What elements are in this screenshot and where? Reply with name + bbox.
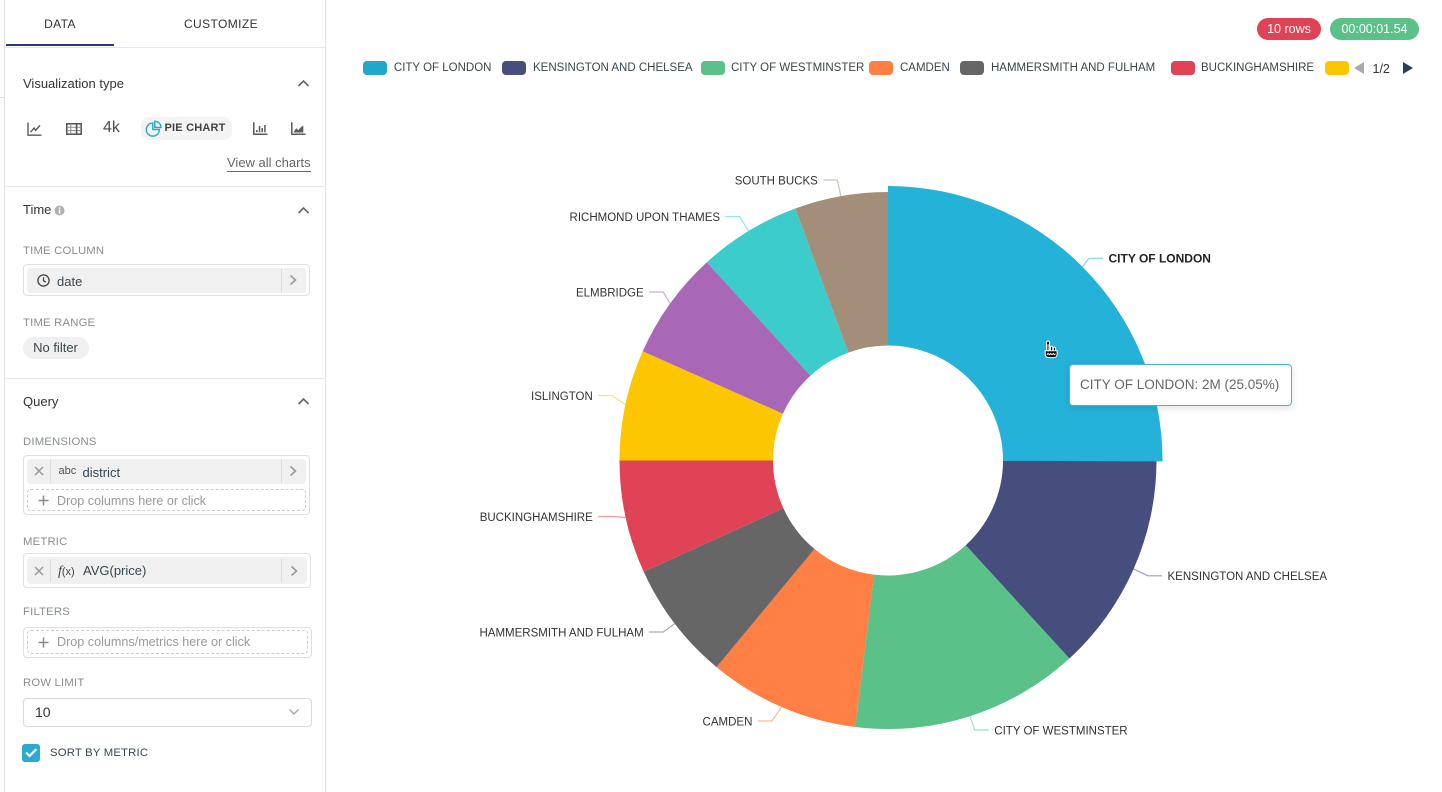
svg-text:CITY OF WESTMINSTER: CITY OF WESTMINSTER xyxy=(994,726,1127,738)
svg-text:CAMDEN: CAMDEN xyxy=(703,717,753,729)
svg-text:BUCKINGHAMSHIRE: BUCKINGHAMSHIRE xyxy=(480,512,593,524)
svg-text:ISLINGTON: ISLINGTON xyxy=(531,391,593,403)
svg-text:CITY OF LONDON: CITY OF LONDON xyxy=(1109,252,1211,266)
svg-text:ELMBRIDGE: ELMBRIDGE xyxy=(576,288,644,300)
svg-text:HAMMERSMITH AND FULHAM: HAMMERSMITH AND FULHAM xyxy=(479,628,643,640)
svg-text:RICHMOND UPON THAMES: RICHMOND UPON THAMES xyxy=(570,212,721,224)
svg-text:KENSINGTON AND CHELSEA: KENSINGTON AND CHELSEA xyxy=(1168,571,1328,583)
svg-text:SOUTH BUCKS: SOUTH BUCKS xyxy=(735,176,818,188)
